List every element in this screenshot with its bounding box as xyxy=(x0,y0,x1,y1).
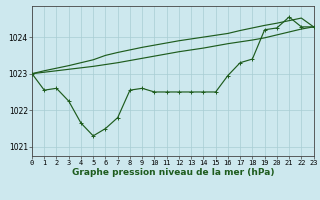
X-axis label: Graphe pression niveau de la mer (hPa): Graphe pression niveau de la mer (hPa) xyxy=(72,168,274,177)
